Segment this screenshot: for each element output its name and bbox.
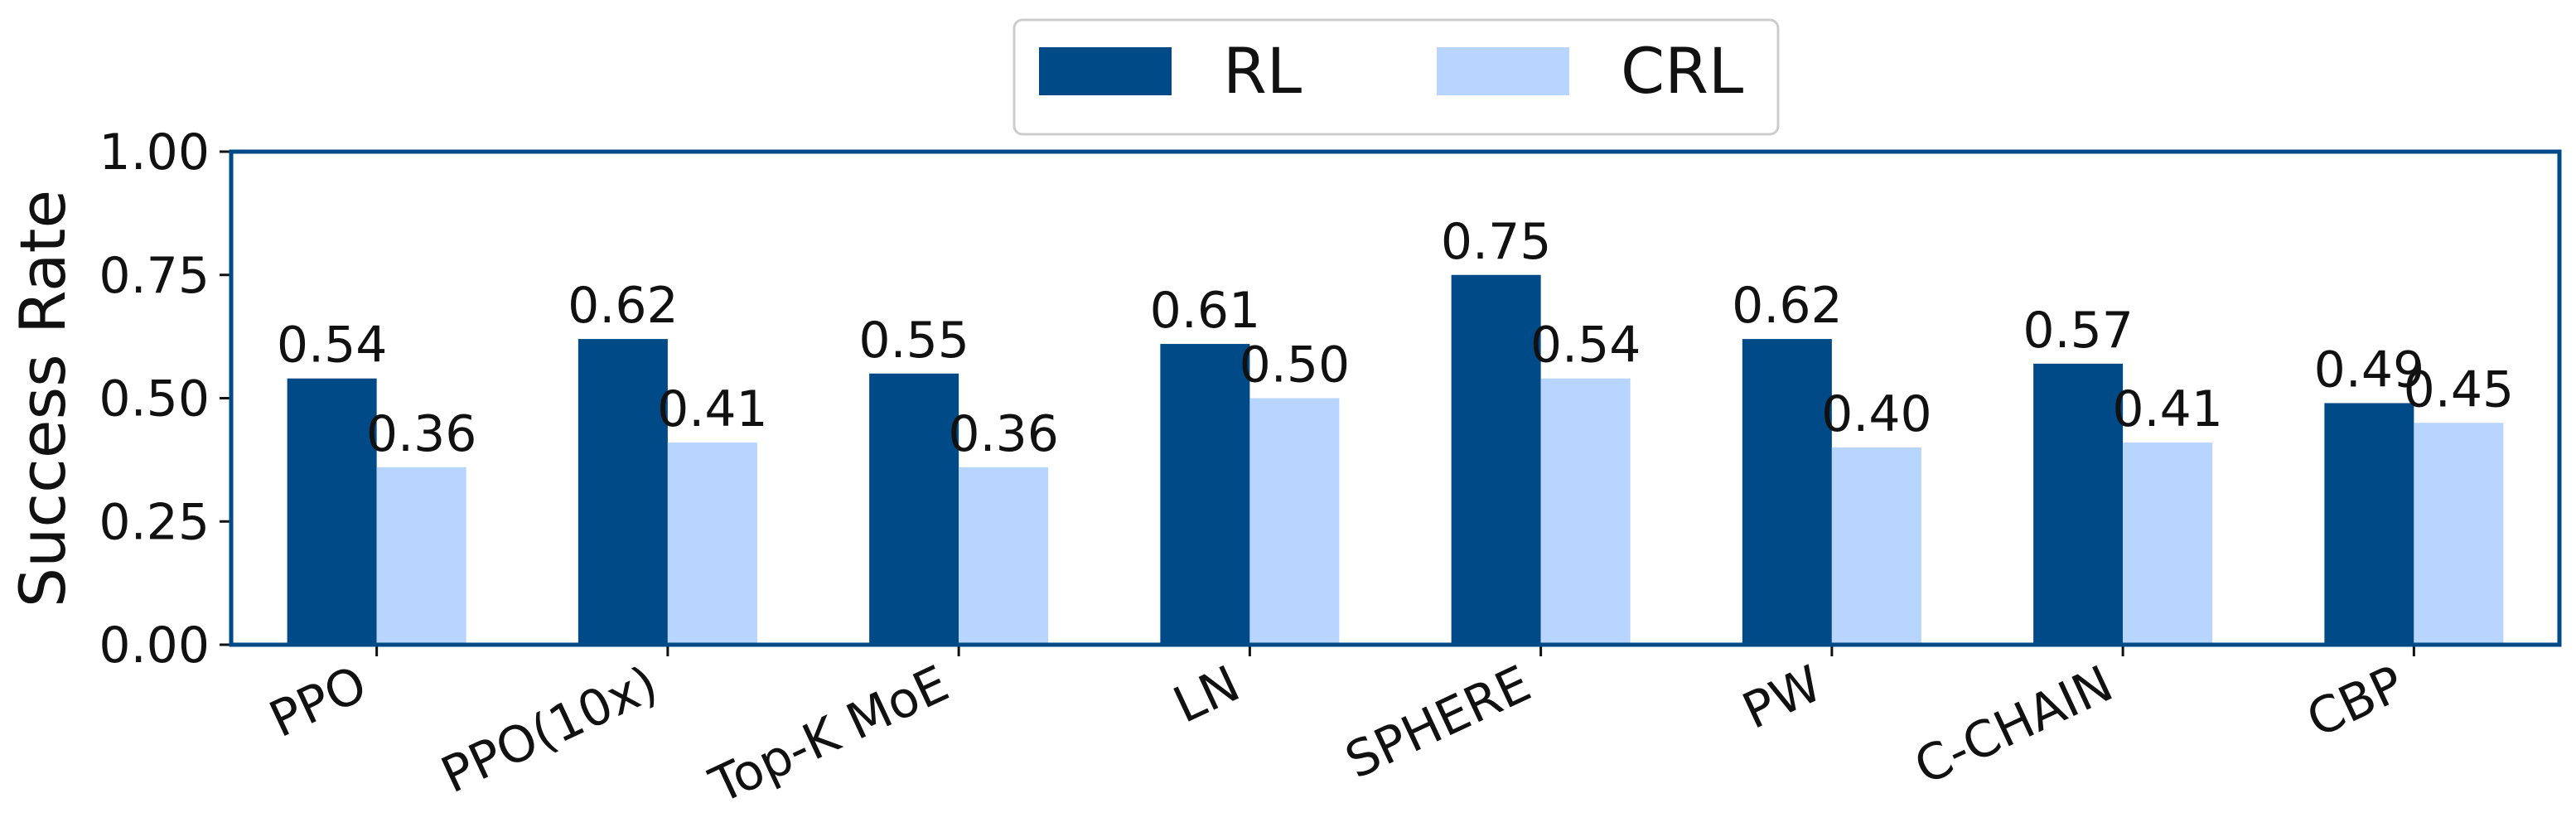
- bar-crl: [959, 467, 1049, 645]
- x-tick-label: C-CHAIN: [1907, 655, 2122, 796]
- y-tick-label: 1.00: [99, 123, 210, 181]
- bar-value-label: 0.40: [1821, 385, 1932, 443]
- bar-crl: [1540, 378, 1631, 645]
- legend-frame: [1013, 18, 1780, 136]
- y-tick-label: 0.25: [99, 493, 210, 551]
- legend-label-rl: RL: [1223, 34, 1302, 108]
- bar-value-label: 0.62: [1732, 277, 1843, 335]
- bar-crl: [2123, 443, 2213, 645]
- plot-frame: [229, 149, 2562, 647]
- bar-rl: [1451, 274, 1541, 645]
- x-tick-label: PW: [1734, 655, 1830, 741]
- bar-crl: [2414, 423, 2504, 645]
- legend-label-crl: CRL: [1621, 34, 1743, 108]
- y-tick-label: 0.00: [99, 617, 210, 675]
- bar-value-label: 0.75: [1441, 213, 1552, 271]
- bar-value-label: 0.36: [366, 405, 477, 463]
- legend: RL CRL: [1013, 18, 1780, 136]
- x-tick-label: LN: [1165, 655, 1249, 735]
- x-tick-label: SPHERE: [1337, 655, 1539, 791]
- bar-rl: [287, 378, 377, 645]
- bar-value-label: 0.54: [1530, 317, 1641, 375]
- bar-rl: [2033, 363, 2124, 645]
- bar-crl: [1249, 398, 1340, 645]
- bar-value-label: 0.41: [657, 380, 768, 438]
- bar-rl: [869, 373, 959, 645]
- bar-value-labels: 0.54 0.36 0.62 0.41 0.55 0.36 0.610.50 0.75 0.54…: [277, 213, 2514, 463]
- legend-swatch-rl: [1039, 47, 1172, 95]
- bar-value-label: 0.54: [277, 317, 388, 375]
- bar-value-label: 0.41: [2112, 380, 2223, 438]
- bar-rl: [2324, 403, 2414, 645]
- x-tick-label: Top-K MoE: [701, 655, 957, 815]
- y-tick-label: 0.50: [99, 370, 210, 428]
- bar-rl: [1160, 344, 1250, 645]
- bar-series: [287, 274, 2504, 645]
- x-tick-label: PPO: [261, 655, 375, 749]
- legend-swatch-crl: [1437, 47, 1569, 95]
- bar-value-label: 0.55: [858, 312, 969, 370]
- bar-value-label: 0.62: [568, 277, 679, 335]
- bar-value-label: 0.49: [2314, 341, 2425, 399]
- bar-crl: [667, 443, 757, 645]
- y-axis-title: Success Rate: [6, 190, 80, 607]
- y-tick-label: 0.75: [99, 247, 210, 305]
- x-axis: PPO PPO(10x) Top-K MoE LN SPHERE PW C-CHAIN CBP: [261, 645, 2415, 815]
- bar-rl: [578, 339, 668, 645]
- bar-crl: [1831, 447, 1921, 645]
- x-tick-label: PPO(10x): [433, 655, 666, 805]
- bar-crl: [376, 467, 466, 645]
- bar-value-label: 0.36: [948, 405, 1059, 463]
- bar-rl: [1742, 339, 1832, 645]
- bar-value-label: 0.45: [2404, 360, 2515, 418]
- x-tick-label: CBP: [2298, 655, 2413, 749]
- bar-value-label: 0.57: [2023, 302, 2134, 360]
- bar-value-label: 0.61: [1150, 282, 1261, 340]
- y-axis: 0.00 0.25 0.50 0.75 1.00: [99, 123, 231, 675]
- bar-value-label: 0.50: [1240, 336, 1351, 394]
